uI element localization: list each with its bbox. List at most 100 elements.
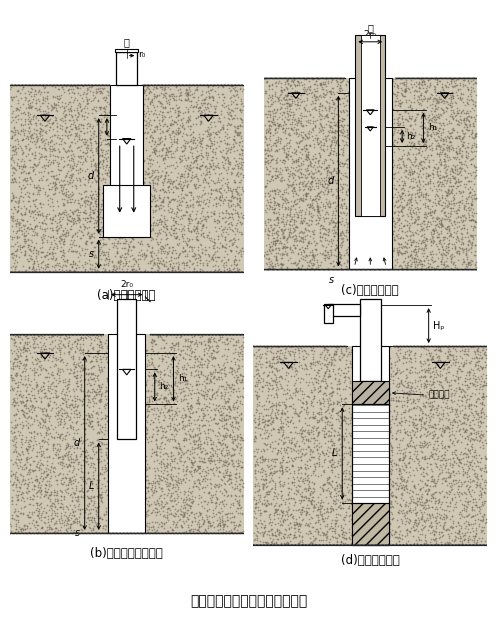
Point <box>124 438 132 448</box>
Point <box>196 438 204 448</box>
Point <box>24 140 32 149</box>
Point <box>142 133 150 143</box>
Point <box>425 363 433 373</box>
Point <box>328 108 336 118</box>
Point <box>68 206 76 216</box>
Point <box>218 390 226 400</box>
Point <box>59 230 67 240</box>
Point <box>299 84 307 94</box>
Point <box>407 240 414 250</box>
Point <box>454 119 462 129</box>
Point <box>51 210 59 219</box>
Point <box>172 120 180 130</box>
Point <box>125 475 133 485</box>
Point <box>238 463 246 472</box>
Point <box>290 95 298 105</box>
Point <box>335 406 343 416</box>
Point <box>419 251 427 261</box>
Point <box>305 220 313 230</box>
Point <box>22 223 30 233</box>
Point <box>165 185 172 195</box>
Point <box>359 533 367 542</box>
Point <box>433 212 441 222</box>
Point <box>98 469 106 479</box>
Point <box>439 146 447 156</box>
Point <box>94 436 102 446</box>
Point <box>48 213 56 223</box>
Point <box>83 379 91 389</box>
Point <box>114 485 122 495</box>
Point <box>135 376 143 386</box>
Point <box>354 244 362 254</box>
Point <box>93 480 101 490</box>
Point <box>437 90 445 100</box>
Point <box>314 165 322 175</box>
Point <box>43 521 51 531</box>
Point <box>400 484 408 494</box>
Point <box>200 497 208 507</box>
Point <box>412 86 419 95</box>
Point <box>216 200 224 210</box>
Point <box>356 163 364 173</box>
Point <box>440 144 448 154</box>
Point <box>111 419 119 429</box>
Point <box>459 453 467 463</box>
Point <box>448 495 456 505</box>
Point <box>464 236 472 246</box>
Point <box>199 411 207 421</box>
Point <box>315 140 323 149</box>
Point <box>345 103 353 113</box>
Point <box>318 447 326 457</box>
Point <box>451 531 459 541</box>
Point <box>82 140 89 149</box>
Point <box>262 254 270 264</box>
Point <box>450 216 458 226</box>
Point <box>204 428 212 438</box>
Point <box>16 332 24 342</box>
Point <box>68 146 76 156</box>
Point <box>270 223 278 233</box>
Point <box>474 428 482 438</box>
Point <box>136 423 144 433</box>
Point <box>36 123 44 133</box>
Point <box>86 474 94 484</box>
Point <box>452 154 460 164</box>
Point <box>183 512 191 522</box>
Point <box>155 361 163 371</box>
Point <box>226 413 234 423</box>
Point <box>444 347 452 357</box>
Point <box>10 423 18 433</box>
Point <box>289 511 297 521</box>
Point <box>106 363 114 373</box>
Point <box>238 510 246 520</box>
Point <box>302 191 310 201</box>
Point <box>105 232 113 242</box>
Point <box>356 376 364 386</box>
Point <box>388 175 396 185</box>
Point <box>204 453 212 463</box>
Point <box>18 242 26 252</box>
Point <box>316 381 324 391</box>
Point <box>83 414 91 424</box>
Point <box>292 505 300 515</box>
Point <box>210 139 218 149</box>
Point <box>467 356 475 366</box>
Point <box>122 450 130 460</box>
Point <box>315 386 323 396</box>
Point <box>333 187 341 197</box>
Point <box>337 144 345 154</box>
Bar <box>10 85 110 272</box>
Point <box>102 449 110 459</box>
Point <box>301 180 309 190</box>
Point <box>43 120 51 130</box>
Point <box>22 420 30 430</box>
Point <box>405 453 413 463</box>
Point <box>80 490 88 500</box>
Point <box>166 420 174 430</box>
Point <box>261 418 269 428</box>
Point <box>238 462 246 472</box>
Point <box>369 425 377 435</box>
Point <box>216 486 224 496</box>
Point <box>180 172 188 182</box>
Point <box>169 384 177 394</box>
